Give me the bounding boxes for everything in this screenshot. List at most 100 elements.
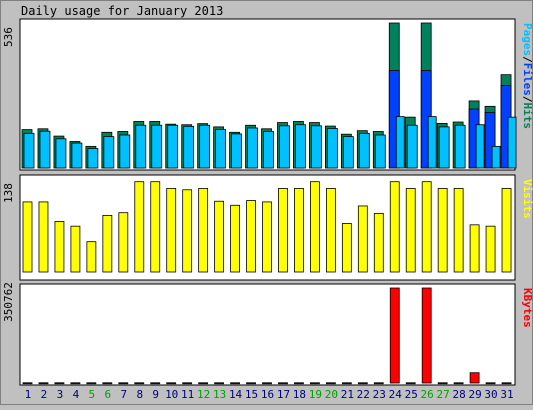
visits-bar xyxy=(341,223,352,273)
kbytes-bar xyxy=(150,382,161,385)
pages-bar xyxy=(454,124,466,169)
pages-bar xyxy=(475,124,485,169)
visits-bar xyxy=(150,181,161,273)
day-label: 28 xyxy=(452,388,465,401)
visits-bar xyxy=(246,200,256,273)
day-label: 18 xyxy=(293,388,306,401)
pages-bar xyxy=(215,129,227,169)
kbytes-panel xyxy=(19,283,516,386)
visits-bar xyxy=(198,188,209,273)
pages-bar xyxy=(263,131,274,169)
day-label: 17 xyxy=(277,388,290,401)
kbytes-bar xyxy=(182,382,193,385)
day-label: 8 xyxy=(136,388,143,401)
pages-bar xyxy=(183,125,195,169)
kbytes-bar xyxy=(22,382,33,385)
visits-bar xyxy=(310,181,320,273)
visits-bar xyxy=(437,188,448,273)
day-label: 11 xyxy=(181,388,194,401)
visits-bar xyxy=(70,225,81,273)
visits-bar xyxy=(485,225,496,273)
visits-ymax-label: 138 xyxy=(2,183,15,203)
chart-title: Daily usage for January 2013 xyxy=(21,4,223,18)
pages-bar xyxy=(247,127,258,169)
visits-bar xyxy=(501,188,512,273)
pages-bar xyxy=(231,133,242,169)
day-label: 5 xyxy=(89,388,96,401)
day-label: 3 xyxy=(57,388,64,401)
visits-legend: Visits xyxy=(521,179,533,219)
kbytes-bar xyxy=(102,382,113,385)
kbytes-bar xyxy=(325,382,336,385)
pages-bar xyxy=(491,145,501,169)
day-label: 23 xyxy=(373,388,386,401)
pages-bar xyxy=(87,148,99,169)
kbytes-bar xyxy=(389,287,400,384)
kbytes-bar xyxy=(230,382,240,385)
visits-bar xyxy=(421,181,432,273)
visits-bar xyxy=(182,189,193,273)
kbytes-bar xyxy=(118,382,129,385)
kbytes-legend: KBytes xyxy=(521,288,533,328)
pages-bar xyxy=(279,125,290,169)
kbytes-bar xyxy=(262,382,272,385)
day-label: 14 xyxy=(229,388,243,401)
visits-bar xyxy=(405,188,416,273)
pages-bar xyxy=(507,116,517,169)
visits-bar xyxy=(373,212,384,273)
kbytes-bar xyxy=(357,382,368,385)
day-label: 4 xyxy=(73,388,80,401)
hits-files-pages-ymax-label: 536 xyxy=(2,27,15,47)
visits-bar xyxy=(118,212,129,273)
day-label: 29 xyxy=(468,388,481,401)
day-label: 21 xyxy=(341,388,354,401)
visits-bar xyxy=(166,188,177,273)
kbytes-bar xyxy=(166,382,177,385)
pages-bar xyxy=(342,136,354,169)
pages-bar xyxy=(406,124,418,169)
visits-bar xyxy=(262,201,272,273)
visits-bar xyxy=(389,181,400,273)
visits-bar xyxy=(54,221,65,273)
kbytes-bar xyxy=(405,382,416,385)
kbytes-bar xyxy=(310,382,320,385)
kbytes-bar xyxy=(341,382,352,385)
visits-bar xyxy=(357,205,368,273)
day-label: 19 xyxy=(309,388,322,401)
day-label: 2 xyxy=(41,388,48,401)
pages-bar xyxy=(358,132,370,169)
day-label: 12 xyxy=(197,388,210,401)
day-label: 1 xyxy=(25,388,32,401)
kbytes-legend-item: KBytes xyxy=(521,288,533,328)
hits-files-pages-legend-item: / xyxy=(521,56,533,63)
day-label: 16 xyxy=(261,388,274,401)
visits-bar xyxy=(325,188,336,273)
pages-bar xyxy=(438,126,450,169)
kbytes-bar xyxy=(437,382,448,385)
day-label: 10 xyxy=(165,388,178,401)
hits-files-pages-legend-item: Files xyxy=(521,63,533,96)
visits-bar xyxy=(294,188,304,273)
visits-bar xyxy=(278,188,288,273)
pages-bar xyxy=(71,142,83,169)
visits-bar xyxy=(469,224,480,273)
pages-bar xyxy=(103,136,115,169)
kbytes-bar xyxy=(38,382,49,385)
kbytes-bar xyxy=(294,382,304,385)
visits-bar xyxy=(102,214,113,273)
pages-bar xyxy=(295,124,306,169)
day-label: 13 xyxy=(213,388,226,401)
kbytes-bar xyxy=(278,382,288,385)
pages-bar xyxy=(427,116,437,169)
day-label: 9 xyxy=(152,388,159,401)
visits-bar xyxy=(38,201,49,273)
day-label: 27 xyxy=(437,388,450,401)
kbytes-bar xyxy=(54,382,65,385)
kbytes-bar xyxy=(214,382,225,385)
kbytes-bar xyxy=(469,372,480,384)
pages-bar xyxy=(311,125,322,169)
pages-bar xyxy=(151,124,163,169)
